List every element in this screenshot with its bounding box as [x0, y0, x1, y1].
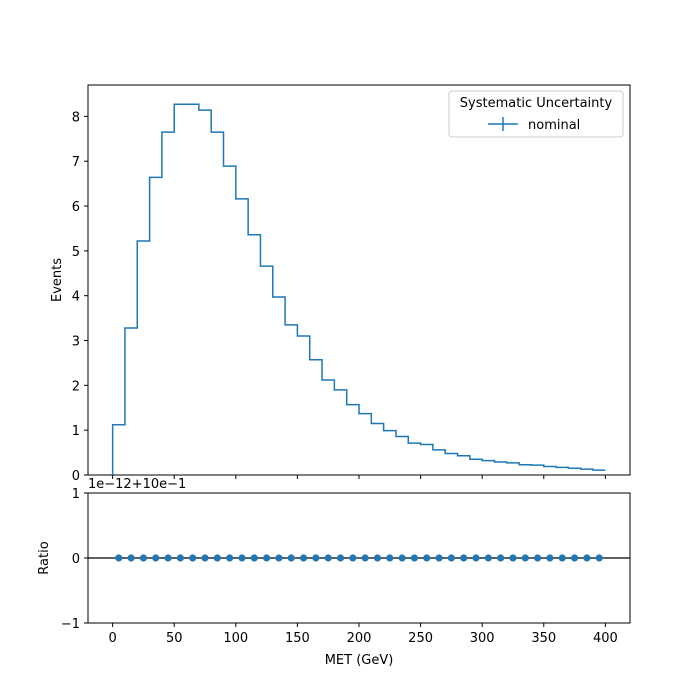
ratio-point	[583, 554, 591, 562]
nominal-histogram	[111, 103, 606, 475]
top-y-tick-label: 0	[72, 469, 80, 484]
ratio-point	[336, 554, 345, 562]
ratio-point	[164, 554, 172, 562]
ratio-point	[115, 554, 123, 562]
legend: Systematic Uncertainty nominal	[448, 90, 624, 138]
ratio-point	[287, 554, 295, 562]
ratio-point	[558, 554, 566, 562]
ratio-point	[472, 554, 480, 562]
bottom-x-ticks: 0 50 100 150 200 250 300 350 400	[108, 623, 618, 646]
ratio-point	[435, 554, 443, 562]
top-y-tick-label: 8	[72, 110, 80, 125]
ratio-point	[570, 554, 579, 562]
bottom-y-tick-label: −1	[61, 617, 80, 632]
ratio-point	[373, 554, 382, 562]
bottom-y-tick-label: 1	[72, 487, 80, 502]
ratio-point	[189, 554, 197, 562]
x-axis-label: MET (GeV)	[325, 653, 394, 668]
ratio-point	[423, 554, 431, 562]
bottom-y-tick-label: 0	[72, 552, 80, 567]
legend-title: Systematic Uncertainty	[460, 96, 613, 111]
bottom-x-tick-label: 50	[166, 631, 183, 646]
top-y-axis-label: Events	[50, 258, 65, 302]
top-panel: 0 1 2 3 4 5 6 7 8 Events Systematic Uncertainty …	[50, 84, 631, 484]
top-y-tick-label: 5	[72, 245, 80, 260]
ratio-point	[521, 554, 529, 562]
top-x-ticks	[112, 475, 606, 479]
bottom-x-tick-label: 350	[531, 631, 556, 646]
ratio-point	[176, 554, 184, 562]
bottom-panel: −1 0 1 0 50 100 150 200 250 300 350 400 1e−12+10e−…	[37, 477, 631, 668]
legend-nominal-marker	[488, 117, 518, 131]
ratio-point	[263, 554, 271, 562]
ratio-point	[213, 554, 221, 562]
ratio-point	[361, 554, 369, 562]
bottom-x-tick-label: 0	[108, 631, 116, 646]
ratio-point	[386, 554, 394, 562]
top-y-tick-label: 1	[72, 424, 80, 439]
top-y-tick-label: 6	[72, 200, 80, 215]
ratio-offset-text: 1e−12+10e−1	[88, 477, 186, 492]
top-plot-frame	[87, 84, 631, 476]
top-y-tick-label: 3	[72, 335, 80, 350]
bottom-x-tick-label: 200	[347, 631, 372, 646]
bottom-y-ticks: −1 0 1	[61, 487, 88, 632]
ratio-point	[349, 554, 357, 562]
ratio-point	[299, 554, 308, 562]
ratio-points	[115, 554, 603, 562]
bottom-x-tick-label: 400	[593, 631, 618, 646]
top-y-tick-label: 4	[72, 290, 80, 305]
ratio-point	[595, 554, 603, 562]
ratio-point	[410, 554, 419, 562]
ratio-point	[127, 554, 135, 562]
top-y-tick-label: 2	[72, 379, 80, 394]
ratio-point	[460, 554, 468, 562]
ratio-point	[312, 554, 320, 562]
ratio-point	[139, 554, 148, 562]
bottom-x-tick-label: 150	[285, 631, 310, 646]
bottom-x-tick-label: 300	[470, 631, 495, 646]
ratio-point	[275, 554, 283, 562]
ratio-point	[497, 554, 505, 562]
top-y-tick-label: 7	[72, 155, 80, 170]
bottom-x-tick-label: 250	[408, 631, 433, 646]
legend-entry-nominal: nominal	[528, 118, 580, 133]
ratio-point	[398, 554, 406, 562]
ratio-point	[226, 554, 234, 562]
ratio-point	[534, 554, 542, 562]
ratio-point	[250, 554, 258, 562]
ratio-point	[324, 554, 332, 562]
bottom-x-tick-label: 100	[223, 631, 248, 646]
ratio-point	[238, 554, 246, 562]
ratio-point	[447, 554, 455, 562]
ratio-point	[201, 554, 209, 562]
top-y-ticks: 0 1 2 3 4 5 6 7 8	[72, 110, 88, 484]
ratio-point	[152, 554, 160, 562]
bottom-y-axis-label: Ratio	[37, 541, 52, 574]
legend-box	[448, 90, 624, 138]
ratio-point	[546, 554, 554, 562]
ratio-point	[509, 554, 517, 562]
ratio-point	[484, 554, 492, 562]
